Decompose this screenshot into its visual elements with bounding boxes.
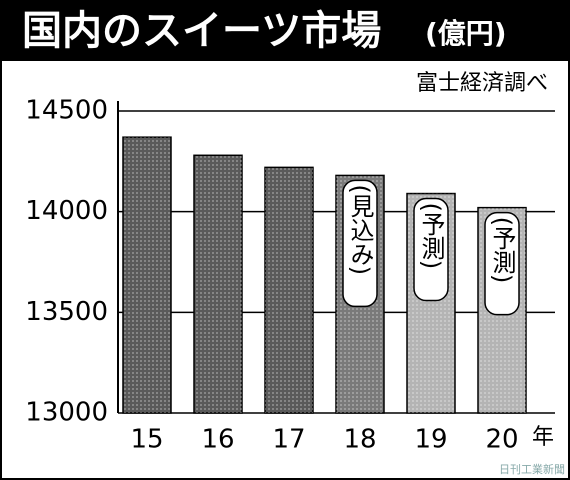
y-tick-label: 13500 — [25, 297, 108, 327]
x-tick-label: 17 — [272, 425, 305, 455]
x-tick-label: 20 — [485, 425, 518, 455]
chart-title: 国内のスイーツ市場 — [22, 8, 381, 54]
y-tick-label: 14500 — [25, 96, 108, 126]
x-tick-label: 16 — [201, 425, 234, 455]
x-tick-label: 18 — [343, 425, 376, 455]
value-note: (見込み) — [346, 184, 374, 275]
credit: 日刊工業新聞 — [499, 462, 565, 476]
title-banner — [1, 1, 569, 61]
chart-subtitle: (億円) — [425, 17, 507, 50]
note-box — [342, 179, 378, 308]
x-unit: 年 — [532, 425, 554, 450]
x-tick-label: 19 — [414, 425, 447, 455]
y-tick-label: 13000 — [25, 398, 108, 428]
bar-texture — [123, 137, 171, 413]
bar-texture — [265, 167, 313, 413]
y-tick-label: 14000 — [25, 196, 108, 226]
note-box — [484, 211, 520, 316]
bar-texture — [194, 155, 242, 413]
note-box — [413, 197, 449, 302]
x-tick-label: 15 — [130, 425, 163, 455]
source: 富士経済調べ — [416, 71, 548, 96]
value-note: (予測) — [417, 203, 445, 270]
value-note: (予測) — [488, 217, 516, 284]
